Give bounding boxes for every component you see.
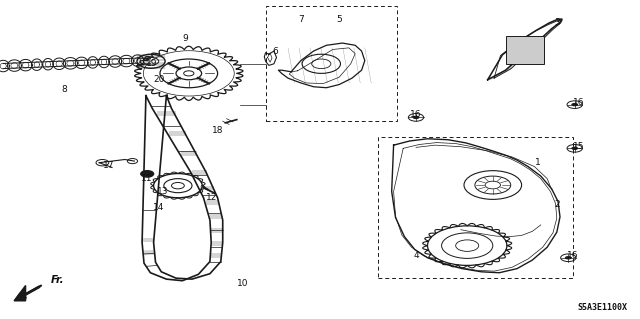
Polygon shape	[14, 286, 26, 301]
Polygon shape	[169, 131, 186, 136]
Text: 19: 19	[146, 59, 157, 68]
Text: 14: 14	[153, 203, 164, 212]
Text: 16: 16	[410, 110, 422, 119]
Circle shape	[572, 147, 578, 150]
Text: 8: 8	[61, 85, 67, 94]
Circle shape	[572, 103, 578, 106]
Polygon shape	[210, 214, 223, 219]
Text: 2: 2	[554, 200, 559, 209]
Polygon shape	[560, 19, 562, 23]
Text: 18: 18	[212, 126, 223, 135]
Text: 3: 3	[554, 18, 559, 27]
Circle shape	[141, 171, 154, 177]
Text: 15: 15	[573, 142, 585, 151]
Text: 17: 17	[103, 161, 115, 170]
Text: 16: 16	[573, 98, 585, 107]
Text: 6: 6	[273, 47, 278, 56]
Text: 7: 7	[298, 15, 303, 24]
Text: 12: 12	[205, 193, 217, 202]
Text: 20: 20	[153, 75, 164, 84]
Polygon shape	[488, 69, 511, 80]
Polygon shape	[142, 238, 154, 242]
Polygon shape	[205, 200, 220, 205]
Polygon shape	[211, 241, 222, 246]
Polygon shape	[211, 228, 223, 233]
Text: 13: 13	[157, 187, 169, 196]
Polygon shape	[506, 54, 527, 70]
Text: 5: 5	[337, 15, 342, 24]
Polygon shape	[540, 29, 553, 40]
FancyBboxPatch shape	[506, 36, 544, 64]
Text: S5A3E1100X: S5A3E1100X	[577, 303, 627, 312]
Polygon shape	[552, 22, 561, 29]
Text: 9: 9	[183, 34, 188, 43]
Text: 11: 11	[141, 174, 153, 183]
Text: 10: 10	[237, 279, 249, 288]
Polygon shape	[558, 19, 562, 20]
Polygon shape	[142, 250, 155, 255]
Polygon shape	[157, 111, 175, 116]
Text: 4: 4	[413, 251, 419, 260]
Polygon shape	[180, 151, 197, 156]
Circle shape	[413, 116, 419, 119]
Polygon shape	[192, 170, 207, 175]
Polygon shape	[200, 186, 214, 190]
Polygon shape	[210, 253, 221, 258]
Polygon shape	[549, 19, 558, 24]
Text: 16: 16	[567, 251, 579, 260]
Polygon shape	[524, 40, 542, 54]
Circle shape	[565, 256, 572, 259]
Text: Fr.: Fr.	[51, 275, 65, 285]
Text: 1: 1	[535, 158, 540, 167]
